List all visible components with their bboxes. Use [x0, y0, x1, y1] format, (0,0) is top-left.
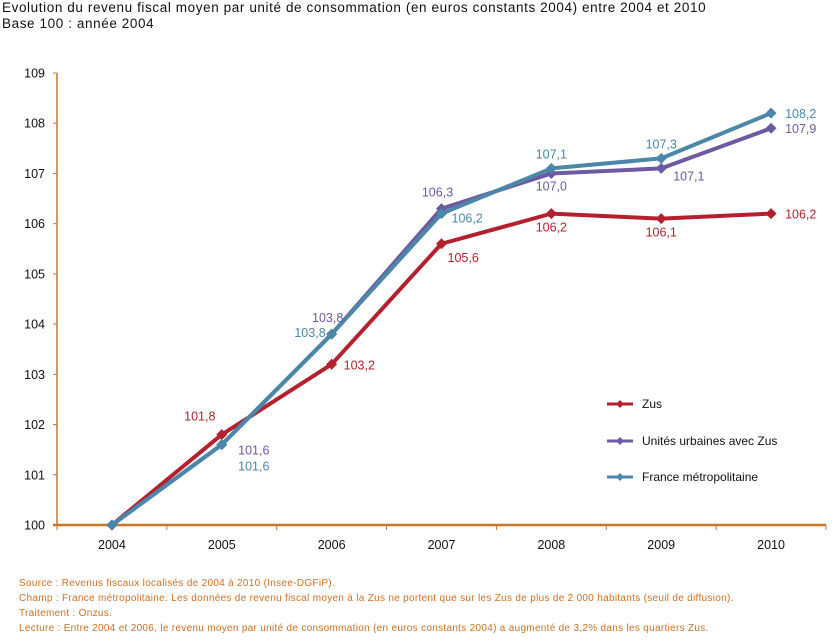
data-point-marker: [655, 152, 667, 164]
legend-label: Unités urbaines avec Zus: [642, 434, 777, 448]
y-tick-label: 100: [24, 519, 45, 533]
traitement-note: Traitement : Onzus.: [19, 608, 113, 619]
data-label: 103,2: [344, 358, 375, 372]
data-label: 106,1: [646, 226, 677, 240]
x-tick-label: 2004: [98, 538, 126, 552]
x-tick-label: 2007: [428, 538, 456, 552]
data-point-marker: [326, 358, 338, 370]
data-label: 103,8: [294, 326, 325, 340]
x-tick-label: 2008: [537, 538, 565, 552]
y-tick-label: 101: [24, 468, 45, 482]
x-tick-label: 2009: [647, 538, 675, 552]
data-point-marker: [545, 162, 557, 174]
data-label: 101,6: [238, 460, 269, 474]
x-tick-label: 2005: [208, 538, 236, 552]
y-tick-label: 102: [24, 418, 45, 432]
legend-label: Zus: [642, 397, 662, 411]
data-point-marker: [765, 122, 777, 134]
data-label: 105,6: [448, 251, 479, 265]
series-zus: [106, 208, 777, 531]
chart-title-line1: Evolution du revenu fiscal moyen par uni…: [2, 0, 707, 15]
x-tick-label: 2006: [318, 538, 346, 552]
data-label: 106,2: [785, 208, 816, 222]
data-point-marker: [765, 208, 777, 220]
y-tick-label: 104: [24, 318, 45, 332]
data-label: 107,0: [536, 179, 567, 193]
data-point-marker: [436, 208, 447, 220]
data-point-marker: [216, 429, 228, 441]
legend-swatch-marker: [616, 400, 624, 408]
y-tick-label: 107: [24, 167, 45, 181]
x-tick-label: 2010: [757, 538, 785, 552]
champ-note: Champ : France métropolitaine. Les donné…: [19, 593, 734, 604]
legend-swatch-marker: [616, 437, 624, 445]
series-line: [110, 111, 772, 527]
data-point-marker: [106, 519, 118, 531]
data-point-marker: [655, 213, 667, 225]
chart-notes: Source : Revenus fiscaux localisés de 20…: [19, 576, 734, 636]
data-label: 107,3: [646, 137, 677, 151]
chart-subtitle: Base 100 : année 2004: [2, 16, 155, 31]
y-tick-label: 109: [24, 67, 45, 81]
data-label: 107,9: [785, 122, 816, 136]
series-lines: [106, 107, 777, 531]
data-label: 107,1: [536, 147, 567, 161]
chart-title: Evolution du revenu fiscal moyen par uni…: [2, 0, 706, 32]
data-point-marker: [326, 328, 338, 340]
data-label: 101,6: [238, 444, 269, 458]
data-label: 106,2: [452, 212, 483, 226]
y-tick-label: 105: [24, 267, 45, 281]
series-france-m-tropolitaine: [106, 107, 777, 531]
legend: Zus Unités urbaines avec Zus France métrop…: [607, 397, 777, 484]
data-label: 107,1: [673, 169, 704, 183]
axes: 100 101 102 103 104 105 106 107 108 109 2004 2005 20…: [24, 67, 827, 552]
legend-swatch-marker: [616, 473, 624, 481]
data-point-marker: [436, 238, 447, 250]
y-tick-label: 108: [24, 117, 45, 131]
legend-item: Unités urbaines avec Zus: [607, 434, 777, 448]
data-point-marker: [655, 162, 667, 174]
y-tick-label: 103: [24, 368, 45, 382]
legend-item: Zus: [607, 397, 662, 411]
data-point-marker: [216, 439, 228, 451]
line-chart: 100 101 102 103 104 105 106 107 108 109 2004 2005 20…: [24, 67, 827, 552]
data-label: 108,2: [785, 107, 816, 121]
data-label: 101,8: [184, 410, 215, 424]
legend-item: France métropolitaine: [607, 470, 758, 484]
source-note: Source : Revenus fiscaux localisés de 20…: [19, 578, 336, 589]
data-labels: 101,8 103,2 105,6 106,2 106,1 106,2 101,6 103,8…: [184, 107, 816, 473]
data-point-marker: [545, 208, 557, 220]
data-label: 106,2: [536, 221, 567, 235]
data-point-marker: [765, 107, 777, 119]
y-tick-label: 106: [24, 217, 45, 231]
lecture-note: Lecture : Entre 2004 et 2006, le revenu …: [19, 623, 709, 634]
legend-label: France métropolitaine: [642, 470, 758, 484]
data-label: 106,3: [422, 186, 453, 200]
data-label: 103,8: [312, 311, 343, 325]
